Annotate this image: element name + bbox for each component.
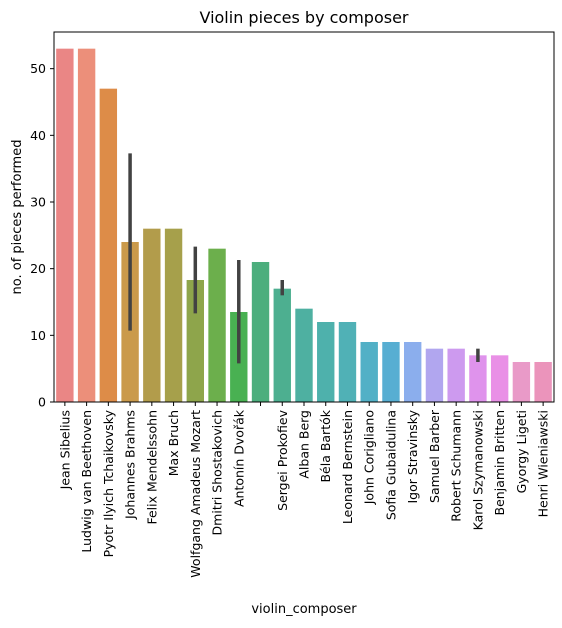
y-axis-label: no. of pieces performed — [10, 140, 25, 295]
bar — [143, 228, 161, 402]
bar — [534, 362, 552, 402]
bar — [490, 355, 509, 402]
x-tick-label: Alban Berg — [297, 410, 312, 479]
bar — [186, 280, 204, 402]
bar — [338, 322, 357, 402]
x-tick-label: Sergei Prokofiev — [275, 409, 290, 510]
bar — [251, 262, 270, 402]
x-tick-label: Karol Szymanowski — [470, 410, 485, 530]
x-tick-label: Jean Sibelius — [57, 410, 72, 490]
bar — [469, 355, 487, 402]
bar — [425, 348, 444, 402]
bar — [512, 362, 531, 402]
bar — [208, 248, 226, 402]
bar — [295, 308, 313, 402]
error-bars-group — [128, 153, 480, 364]
x-tick-label: Wolfgang Amadeus Mozart — [188, 410, 203, 578]
x-tick-label: Max Bruch — [166, 410, 181, 476]
y-tick-label: 0 — [38, 395, 46, 410]
y-tick-label: 20 — [30, 261, 46, 276]
x-tick-label: John Corigliano — [362, 410, 377, 505]
y-axis: 0 10 20 30 40 50 — [30, 61, 54, 410]
chart-title: Violin pieces by composer — [199, 8, 408, 27]
bar — [382, 342, 400, 402]
bar — [56, 48, 74, 403]
x-tick-label: Dmitri Shostakovich — [210, 410, 225, 535]
x-tick-label: Benjamin Britten — [492, 410, 507, 515]
bar — [164, 228, 183, 402]
bar — [360, 342, 378, 402]
x-axis: Jean Sibelius Ludwig van Beethoven Pyotr I… — [57, 402, 551, 578]
x-tick-label: Béla Bartók — [318, 409, 333, 482]
x-tick-label: Gyorgy Ligeti — [514, 410, 529, 493]
x-tick-label: Samuel Barber — [427, 409, 442, 503]
x-tick-label: Igor Stravinsky — [405, 409, 420, 503]
x-tick-label: Pyotr Ilyich Tchaikovsky — [101, 409, 116, 557]
x-axis-label: violin_composer — [251, 602, 357, 617]
bar — [447, 348, 465, 402]
x-tick-label: Sofia Gubaidulina — [383, 410, 398, 520]
bar — [317, 322, 335, 402]
y-tick-label: 40 — [30, 128, 46, 143]
x-tick-label: Antonín Dvořák — [231, 409, 246, 507]
y-tick-label: 30 — [30, 195, 46, 210]
bar — [404, 342, 422, 402]
x-tick-label: Robert Schumann — [449, 410, 464, 522]
x-tick-label: Ludwig van Beethoven — [79, 410, 94, 553]
y-tick-label: 10 — [30, 328, 46, 343]
bar — [99, 88, 118, 403]
x-tick-label: Henri Wieniawski — [536, 410, 551, 517]
x-tick-label: Leonard Bernstein — [340, 410, 355, 524]
y-tick-label: 50 — [30, 61, 46, 76]
bar — [77, 48, 96, 403]
bar — [273, 288, 291, 402]
x-tick-label: Johannes Brahms — [123, 410, 138, 520]
x-tick-label: Felix Mendelssohn — [144, 410, 159, 525]
